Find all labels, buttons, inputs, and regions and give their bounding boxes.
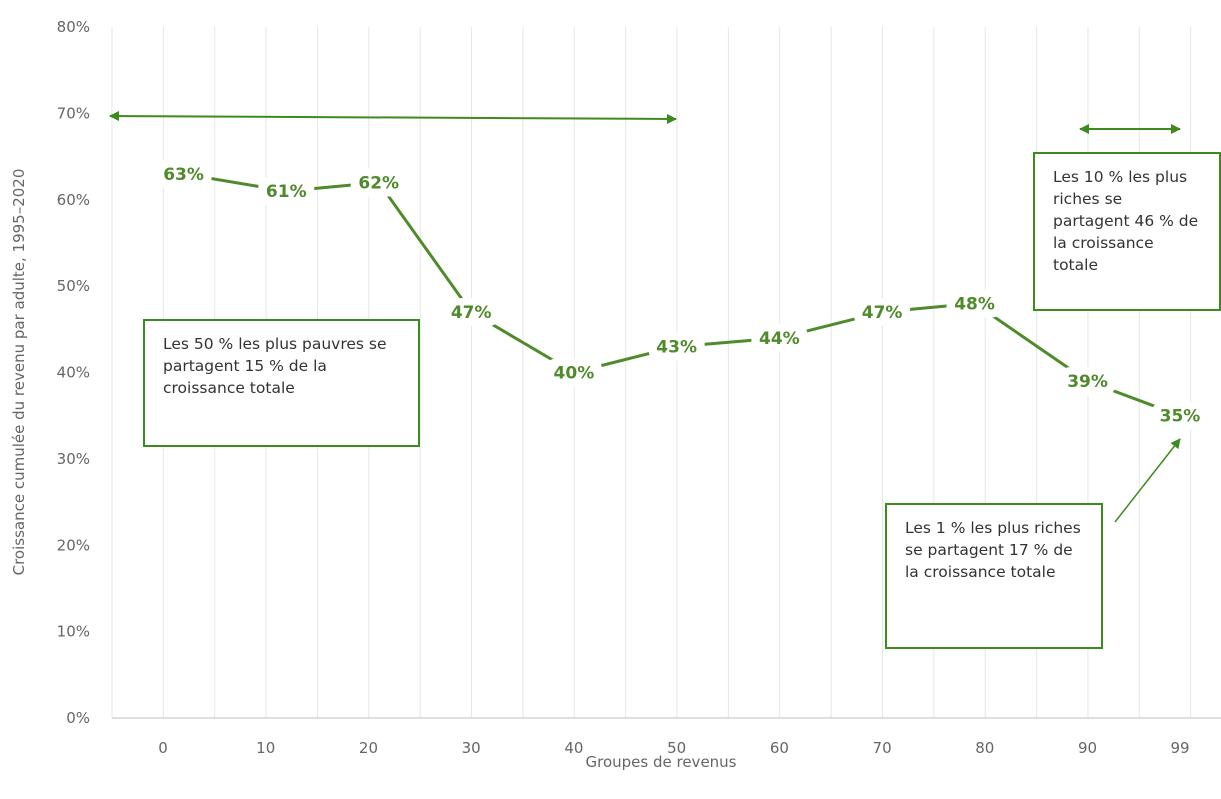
y-tick-label: 60% <box>57 191 90 209</box>
gridlines <box>111 27 1192 718</box>
top1-annotation-box: Les 1 % les plus riches se partagent 17 … <box>885 503 1103 649</box>
data-label: 63% <box>163 165 204 185</box>
y-tick-label: 10% <box>57 623 90 641</box>
x-tick-label: 10 <box>256 739 275 757</box>
annotation-arrows <box>109 111 1181 523</box>
top10-annotation-box: Les 10 % les plus riches se partagent 46… <box>1033 152 1221 311</box>
data-label: 62% <box>358 173 399 193</box>
x-tick-label: 30 <box>462 739 481 757</box>
x-tick-label: 60 <box>770 739 789 757</box>
x-tick-label: 0 <box>158 739 168 757</box>
y-axis-title: Croissance cumulée du revenu par adulte,… <box>10 169 28 576</box>
x-tick-label: 99 <box>1170 739 1189 757</box>
y-tick-label: 0% <box>66 709 90 727</box>
y-tick-label: 20% <box>57 536 90 554</box>
x-tick-label: 80 <box>975 739 994 757</box>
data-label-background <box>258 177 315 206</box>
data-label: 47% <box>451 303 492 323</box>
data-label: 43% <box>656 338 697 358</box>
data-label-background <box>1152 401 1208 430</box>
data-label-background <box>751 323 808 352</box>
top10-annotation-text: Les 10 % les plus riches se partagent 46… <box>1053 168 1199 274</box>
data-label-background <box>1059 367 1116 396</box>
data-label-background <box>946 289 1003 318</box>
y-tick-label: 80% <box>57 18 90 36</box>
bottom50-annotation-box: Les 50 % les plus pauvres se partagent 1… <box>143 319 420 447</box>
y-tick-label: 40% <box>57 364 90 382</box>
data-label: 47% <box>862 303 903 323</box>
data-label-background <box>854 298 911 327</box>
y-tick-label: 30% <box>57 450 90 468</box>
data-label-background <box>648 332 705 361</box>
data-label-background <box>545 358 602 387</box>
x-tick-label: 70 <box>873 739 892 757</box>
top1-annotation-text: Les 1 % les plus riches se partagent 17 … <box>905 519 1081 581</box>
x-axis-title: Groupes de revenus <box>586 753 737 771</box>
y-tick-label: 70% <box>57 104 90 122</box>
x-tick-label: 40 <box>564 739 583 757</box>
axes: 0% 10% 20% 30% 40% 50% 60% 70% 80% 0 10 20 30 40 50 60 7… <box>57 18 1221 757</box>
bottom50-bracket-arrow <box>109 111 677 124</box>
bottom50-annotation-text: Les 50 % les plus pauvres se partagent 1… <box>163 335 387 397</box>
data-labels: 63% 61% 62% 47% 40% 43% 44% 47% 48% 39% 35% <box>155 159 1208 430</box>
data-label: 44% <box>759 329 800 349</box>
data-label: 35% <box>1160 407 1201 427</box>
data-label-background <box>155 159 212 188</box>
data-label: 48% <box>954 294 995 314</box>
data-label: 61% <box>266 182 307 202</box>
top1-pointer-arrow <box>1114 438 1181 523</box>
data-label-background <box>443 298 500 327</box>
data-label: 40% <box>554 364 595 384</box>
x-tick-label: 90 <box>1078 739 1097 757</box>
x-tick-label: 20 <box>359 739 378 757</box>
data-label-background <box>350 168 407 197</box>
x-tick-label: 50 <box>667 739 686 757</box>
data-label: 39% <box>1067 372 1108 392</box>
y-tick-label: 50% <box>57 277 90 295</box>
